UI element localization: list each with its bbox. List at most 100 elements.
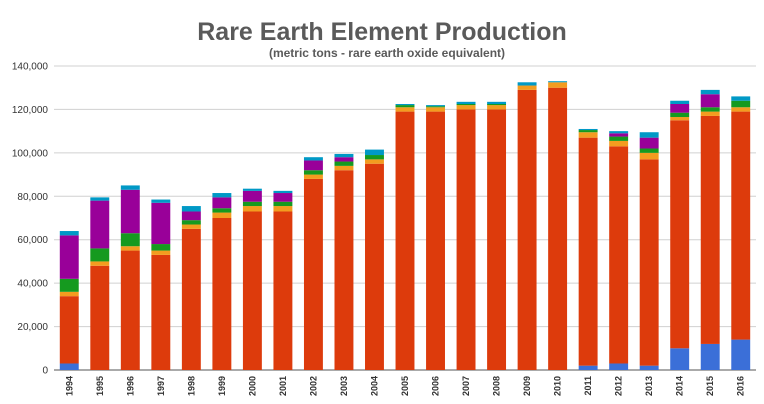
x-tick-label: 2005 <box>400 376 410 396</box>
bar-segment <box>578 130 598 133</box>
bar-segment <box>639 152 659 160</box>
bar-segment <box>242 201 262 207</box>
bar-segment <box>212 193 232 198</box>
x-tick-label: 2013 <box>644 376 654 396</box>
bar-segment <box>273 193 293 202</box>
bar-segment <box>517 82 537 86</box>
bar-segment <box>303 170 323 175</box>
bar-segment <box>151 202 171 245</box>
y-tick-label: 120,000 <box>12 105 49 116</box>
bar-segment <box>365 159 384 164</box>
bar-segment <box>670 117 690 121</box>
x-tick-label: 2001 <box>278 376 288 396</box>
bar-segment <box>303 160 323 171</box>
bar-segment <box>120 185 140 190</box>
x-tick-label: 1995 <box>95 376 105 396</box>
bar-segment <box>609 133 629 137</box>
y-tick-label: 140,000 <box>12 62 49 73</box>
x-tick-label: 2011 <box>583 376 593 396</box>
bar-segment <box>303 157 323 161</box>
bar-segment <box>731 339 751 370</box>
bar-segment <box>487 105 507 110</box>
bar-segment <box>609 131 629 134</box>
bar-segment <box>212 218 232 370</box>
bar-segment <box>639 365 659 370</box>
bar-segment <box>456 104 476 106</box>
bar-segment <box>59 235 79 279</box>
bar-segment <box>670 100 690 104</box>
bar-segment <box>181 206 201 212</box>
bar-segment <box>151 244 171 251</box>
bar-segment <box>548 82 568 88</box>
bar-segment <box>609 140 629 147</box>
bar-segment <box>609 136 629 141</box>
bar-segment <box>395 111 415 370</box>
x-tick-label: 2009 <box>522 376 532 396</box>
x-tick-label: 2015 <box>705 376 715 396</box>
bar-segment <box>426 105 445 107</box>
bar-segment <box>700 89 720 95</box>
bar-segment <box>212 197 232 209</box>
bar-segment <box>59 291 79 297</box>
y-tick-label: 40,000 <box>17 279 48 290</box>
bar-segment <box>670 104 690 113</box>
bar-segment <box>731 107 751 112</box>
y-tick-label: 0 <box>42 366 48 377</box>
bar-segment <box>181 220 201 225</box>
bar-segment <box>59 363 79 370</box>
bar-segment <box>639 132 659 138</box>
bar-segment <box>517 89 537 370</box>
bar-segment <box>395 104 415 106</box>
bar-segment <box>334 161 354 166</box>
bar-segment <box>426 106 445 108</box>
x-axis: 1994 1995 1996 1997 1998 1999 2000 2001 2002 2003… <box>64 376 745 396</box>
bar-segment <box>151 199 171 203</box>
x-tick-label: 1994 <box>64 376 74 396</box>
bar-segment <box>151 254 171 370</box>
x-tick-label: 2016 <box>736 376 746 396</box>
bar-segment <box>548 81 568 83</box>
x-tick-label: 2003 <box>339 376 349 396</box>
bar-segment <box>120 250 140 370</box>
x-tick-label: 2012 <box>614 376 624 396</box>
bar-segment <box>639 159 659 366</box>
bar-segment <box>670 120 690 349</box>
x-tick-label: 2010 <box>553 376 563 396</box>
bar-segment <box>456 105 476 110</box>
bar-segment <box>700 343 720 370</box>
bar-segment <box>90 261 110 266</box>
x-tick-label: 1996 <box>125 376 135 396</box>
bar-segment <box>365 149 384 156</box>
bar-segment <box>151 250 171 255</box>
bar-segment <box>700 111 720 116</box>
bar-segment <box>212 212 232 218</box>
bar-segment <box>426 107 445 112</box>
bar-segment <box>670 112 690 118</box>
bar-segment <box>578 128 598 131</box>
x-tick-label: 1997 <box>156 376 166 396</box>
bar-segment <box>334 153 354 158</box>
bar-segment <box>181 211 201 221</box>
y-tick-label: 20,000 <box>17 322 48 333</box>
bar-segment <box>731 100 751 108</box>
bar-segment <box>181 224 201 229</box>
x-tick-label: 2006 <box>431 376 441 396</box>
bar-segment <box>242 211 262 370</box>
bar-segment <box>90 248 110 262</box>
bar-segment <box>456 109 476 370</box>
bar-segment <box>578 137 598 366</box>
bar-segment <box>487 104 507 106</box>
bar-segment <box>487 101 507 104</box>
bar-segment <box>273 190 293 194</box>
bar-segment <box>609 146 629 364</box>
bar-segment <box>120 246 140 251</box>
bar-segment <box>670 348 690 370</box>
x-tick-label: 1998 <box>186 376 196 396</box>
bar-segment <box>700 115 720 344</box>
bar-segment <box>426 111 445 370</box>
bar-segment <box>59 231 79 236</box>
bar-segment <box>120 233 140 247</box>
y-tick-label: 100,000 <box>12 148 49 159</box>
x-tick-label: 2002 <box>308 376 318 396</box>
